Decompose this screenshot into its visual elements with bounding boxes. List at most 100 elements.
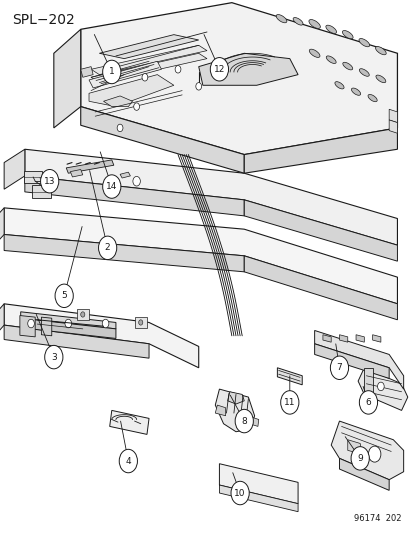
Polygon shape: [91, 45, 206, 75]
Text: 13: 13: [44, 177, 55, 185]
Circle shape: [195, 83, 201, 90]
Ellipse shape: [342, 30, 352, 39]
Polygon shape: [330, 421, 403, 480]
Text: 14: 14: [106, 182, 117, 191]
Polygon shape: [4, 235, 244, 272]
Polygon shape: [314, 344, 388, 378]
Polygon shape: [244, 200, 396, 261]
Text: 11: 11: [283, 398, 295, 407]
Text: 96174  202: 96174 202: [353, 514, 401, 523]
Text: 7: 7: [336, 364, 342, 372]
Polygon shape: [219, 485, 297, 512]
Text: 10: 10: [234, 489, 245, 497]
Ellipse shape: [325, 56, 335, 63]
Circle shape: [119, 449, 137, 473]
Circle shape: [28, 319, 34, 328]
Polygon shape: [54, 29, 81, 128]
Polygon shape: [120, 172, 130, 178]
Polygon shape: [81, 107, 244, 173]
Ellipse shape: [308, 20, 320, 28]
Ellipse shape: [275, 14, 286, 23]
Polygon shape: [21, 312, 116, 329]
Ellipse shape: [358, 38, 369, 47]
Polygon shape: [219, 464, 297, 504]
Polygon shape: [372, 335, 380, 342]
Polygon shape: [89, 75, 173, 107]
Polygon shape: [339, 458, 388, 490]
Text: 4: 4: [125, 457, 131, 465]
Circle shape: [138, 320, 142, 325]
Polygon shape: [66, 160, 114, 173]
Text: 1: 1: [109, 68, 114, 76]
Text: 12: 12: [213, 65, 225, 74]
Circle shape: [330, 356, 348, 379]
Circle shape: [235, 409, 253, 433]
Polygon shape: [21, 318, 116, 338]
Circle shape: [377, 382, 383, 391]
Circle shape: [55, 284, 73, 308]
Ellipse shape: [375, 75, 385, 83]
Polygon shape: [322, 335, 330, 342]
Circle shape: [133, 103, 139, 110]
Circle shape: [358, 391, 377, 414]
Polygon shape: [0, 208, 4, 248]
Circle shape: [230, 481, 249, 505]
Polygon shape: [227, 392, 244, 404]
Ellipse shape: [358, 69, 368, 76]
Polygon shape: [91, 53, 206, 83]
Ellipse shape: [367, 94, 376, 102]
Polygon shape: [89, 61, 161, 88]
Ellipse shape: [351, 88, 360, 95]
Ellipse shape: [325, 25, 336, 34]
Polygon shape: [103, 96, 132, 107]
Circle shape: [81, 312, 85, 317]
Polygon shape: [109, 410, 149, 434]
Polygon shape: [215, 389, 254, 432]
Circle shape: [102, 175, 121, 198]
Circle shape: [368, 446, 380, 462]
Ellipse shape: [334, 82, 343, 89]
Polygon shape: [41, 317, 52, 336]
Polygon shape: [388, 120, 396, 133]
Circle shape: [102, 60, 121, 84]
Polygon shape: [70, 169, 83, 177]
Ellipse shape: [292, 18, 302, 25]
Circle shape: [280, 391, 298, 414]
Bar: [24, 171, 42, 183]
Polygon shape: [347, 440, 361, 454]
Polygon shape: [4, 208, 396, 304]
Polygon shape: [215, 405, 225, 416]
Circle shape: [98, 236, 116, 260]
Ellipse shape: [309, 49, 319, 58]
Polygon shape: [25, 176, 244, 216]
Circle shape: [142, 74, 147, 81]
Circle shape: [65, 319, 71, 328]
Polygon shape: [355, 335, 363, 342]
Polygon shape: [244, 256, 396, 320]
Text: 8: 8: [241, 417, 247, 425]
Text: 6: 6: [365, 398, 370, 407]
Polygon shape: [4, 325, 149, 358]
Polygon shape: [99, 35, 198, 59]
Ellipse shape: [375, 46, 385, 55]
Polygon shape: [25, 149, 396, 245]
Circle shape: [350, 447, 368, 470]
Circle shape: [102, 319, 109, 328]
Polygon shape: [314, 330, 403, 389]
Polygon shape: [357, 368, 407, 410]
Circle shape: [133, 176, 140, 186]
Polygon shape: [4, 149, 25, 189]
Bar: [32, 185, 50, 198]
Circle shape: [45, 345, 63, 369]
Polygon shape: [20, 316, 35, 337]
Circle shape: [210, 58, 228, 81]
Polygon shape: [339, 335, 347, 342]
Polygon shape: [244, 128, 396, 173]
Circle shape: [117, 124, 123, 132]
Polygon shape: [198, 53, 297, 85]
Polygon shape: [4, 304, 198, 368]
Polygon shape: [277, 368, 301, 385]
Bar: [134, 317, 147, 328]
Text: SPL−202: SPL−202: [12, 13, 75, 27]
Polygon shape: [0, 304, 4, 337]
